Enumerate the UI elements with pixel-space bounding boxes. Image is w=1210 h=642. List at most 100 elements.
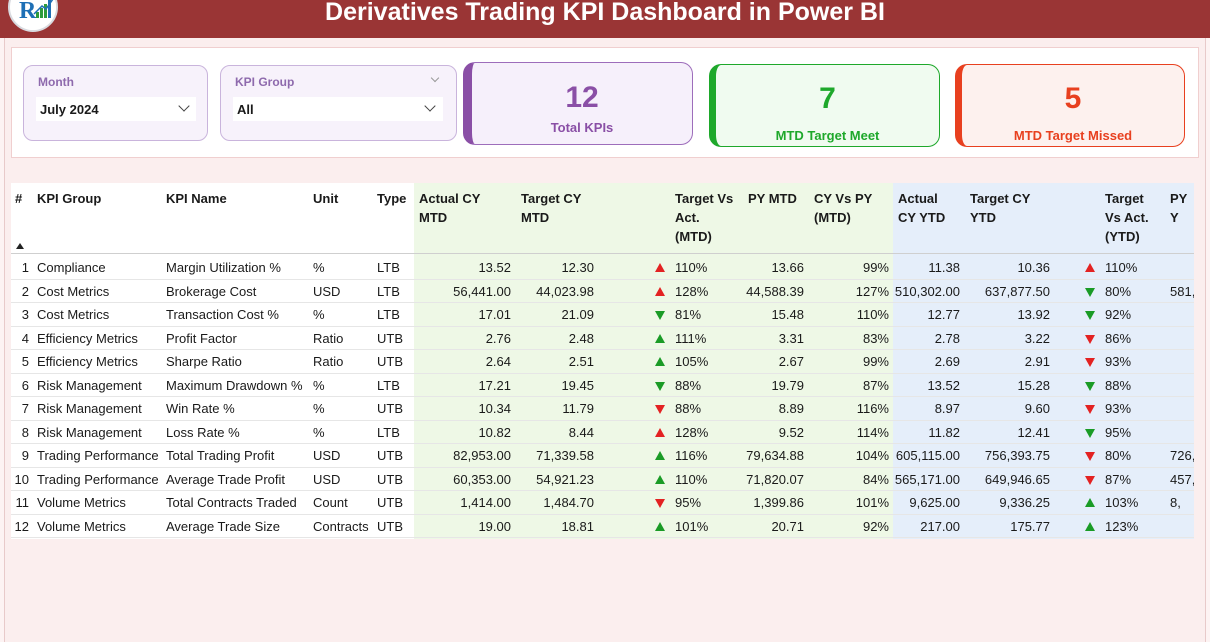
arrow-up-icon	[1085, 498, 1095, 507]
cell-actual-ytd: 11.82	[928, 424, 960, 440]
cell-py-mtd: 79,634.88	[746, 448, 804, 463]
cell-target-ytd: 9.60	[1024, 401, 1050, 416]
table-row[interactable]: 4 Efficiency Metrics Profit Factor Ratio UTB…	[11, 327, 1194, 350]
table-row[interactable]: 1 Compliance Margin Utilization %% LTB 13.52…	[11, 256, 1194, 280]
cell-py-mtd: 15.48	[771, 307, 804, 322]
cell-target-ytd: 756,393.75	[984, 448, 1050, 463]
cell-type: UTB	[377, 495, 403, 510]
col-header-line: (MTD)	[675, 229, 712, 244]
arrow-down-icon	[1085, 358, 1095, 367]
cell-target-mtd: 71,339.58	[536, 448, 594, 463]
month-slicer[interactable]: Month July 2024	[23, 65, 208, 141]
cell-actual-ytd: 11.38	[928, 260, 960, 275]
ytd-column-band	[893, 183, 1194, 539]
table-row[interactable]: 6 Risk Management Maximum Drawdown %% LTB 17…	[11, 374, 1194, 397]
cell-target-mtd: 18.81	[561, 518, 594, 534]
col-header-cy-vs-py-mtd[interactable]: CY Vs PY (MTD)	[814, 189, 872, 227]
table-row[interactable]: 5 Efficiency Metrics Sharpe Ratio Ratio UTB 2…	[11, 350, 1194, 374]
cell-target-mtd: 2.51	[568, 354, 594, 369]
cell-unit: USD	[313, 283, 341, 299]
row-divider	[11, 490, 1194, 491]
cell-cyvpy-mtd: 84%	[862, 471, 889, 487]
col-header-index[interactable]: #	[15, 191, 23, 206]
cell-name: Total Trading Profit	[166, 448, 275, 463]
kpi-group-slicer[interactable]: KPI Group All	[220, 65, 457, 141]
cell-actual-ytd: 565,171.00	[894, 471, 960, 487]
col-header-type[interactable]: Type	[377, 191, 407, 206]
cell-name: Loss Rate %	[166, 424, 240, 440]
table-row[interactable]: 9 Trading Performance Total Trading Profit…	[11, 444, 1194, 468]
col-header-line: Target Vs	[675, 191, 734, 206]
cell-target-ytd: 13.92	[1017, 307, 1050, 322]
month-dropdown-value: July 2024	[40, 102, 99, 117]
cell-tva-mtd: 116%	[675, 448, 708, 463]
chevron-down-icon[interactable]	[178, 100, 190, 112]
col-header-target-cy-mtd[interactable]: Target CY MTD	[521, 189, 581, 227]
cell-unit: USD	[313, 448, 341, 463]
cell-idx: 5	[21, 354, 29, 369]
cell-py-ytd: 8,	[1170, 495, 1181, 510]
table-row[interactable]: 10 Trading Performance Average Trade Profi…	[11, 468, 1194, 491]
cell-name: Average Trade Size	[166, 518, 280, 534]
col-header-py-ytd[interactable]: PY Y	[1170, 191, 1188, 225]
col-header-target-vs-act-mtd[interactable]: Target Vs Act. (MTD)	[675, 189, 733, 246]
cell-type: LTB	[377, 283, 400, 299]
cell-tva-ytd: 110%	[1105, 260, 1138, 275]
col-header-kpi-group[interactable]: KPI Group	[37, 191, 102, 206]
cell-actual-mtd: 17.21	[478, 377, 511, 393]
col-header-kpi-name[interactable]: KPI Name	[166, 191, 227, 206]
cell-actual-mtd: 56,441.00	[453, 283, 511, 299]
cell-idx: 12	[14, 518, 29, 534]
cell-target-ytd: 637,877.50	[984, 283, 1050, 299]
col-header-target-cy-ytd[interactable]: Target CY YTD	[970, 189, 1030, 227]
cell-group: Risk Management	[37, 424, 142, 440]
month-dropdown[interactable]: July 2024	[36, 97, 196, 121]
cell-idx: 9	[21, 448, 29, 463]
col-header-line: (MTD)	[814, 210, 851, 225]
cell-actual-mtd: 2.76	[485, 330, 511, 346]
kpi-group-dropdown[interactable]: All	[233, 97, 443, 121]
table-row[interactable]: 12 Volume Metrics Average Trade Size Contra…	[11, 515, 1194, 538]
arrow-down-icon	[655, 405, 665, 414]
col-header-line: CY YTD	[898, 210, 946, 225]
slicer-collapse-chevron-icon[interactable]	[430, 73, 440, 83]
col-header-py-mtd[interactable]: PY MTD	[748, 191, 797, 206]
row-divider	[11, 466, 1194, 468]
arrow-up-icon	[655, 474, 665, 484]
cell-target-ytd: 10.36	[1017, 260, 1050, 275]
mtd-target-meet-label: MTD Target Meet	[775, 128, 880, 143]
cell-name: Profit Factor	[166, 330, 237, 346]
col-header-actual-cy-ytd[interactable]: Actual CY YTD	[898, 189, 945, 227]
cell-idx: 3	[21, 307, 29, 322]
header-divider	[11, 253, 1194, 254]
table-row[interactable]: 2 Cost Metrics Brokerage Cost USD LTB 56,441.…	[11, 280, 1194, 303]
arrow-up-icon	[655, 333, 665, 343]
cell-py-ytd: 726,	[1170, 448, 1194, 463]
table-row[interactable]: 11 Volume Metrics Total Contracts Traded Co…	[11, 491, 1194, 515]
cell-cyvpy-mtd: 99%	[862, 260, 889, 275]
cell-actual-ytd: 2.78	[934, 330, 960, 346]
chevron-down-icon[interactable]	[424, 100, 436, 112]
cell-cyvpy-mtd: 87%	[862, 377, 889, 393]
cell-target-ytd: 175.77	[1010, 518, 1050, 534]
col-header-unit[interactable]: Unit	[313, 191, 339, 206]
sort-ascending-icon[interactable]	[16, 243, 24, 249]
cell-name: Transaction Cost %	[166, 307, 279, 322]
mtd-target-meet-card: 7 MTD Target Meet	[709, 64, 940, 147]
cell-type: UTB	[377, 330, 403, 346]
row-divider	[11, 396, 1194, 397]
cell-tva-ytd: 80%	[1105, 283, 1132, 299]
col-header-target-vs-act-ytd[interactable]: Target Vs Act. (YTD)	[1105, 189, 1149, 246]
cell-cyvpy-mtd: 116%	[856, 401, 889, 416]
cell-unit: USD	[313, 471, 341, 487]
col-header-line: Target CY	[970, 191, 1031, 206]
table-row[interactable]: 3 Cost Metrics Transaction Cost %% LTB 17.01…	[11, 303, 1194, 327]
table-row[interactable]: 8 Risk Management Loss Rate %% LTB 10.82 8.44…	[11, 421, 1194, 444]
arrow-up-icon	[655, 263, 665, 272]
table-row[interactable]: 7 Risk Management Win Rate %% UTB 10.34 11.79…	[11, 397, 1194, 421]
col-header-actual-cy-mtd[interactable]: Actual CY MTD	[419, 189, 480, 227]
cell-unit: %	[313, 307, 325, 322]
cell-target-ytd: 2.91	[1024, 354, 1050, 369]
cell-unit: Ratio	[313, 354, 344, 369]
cell-type: UTB	[377, 471, 403, 487]
